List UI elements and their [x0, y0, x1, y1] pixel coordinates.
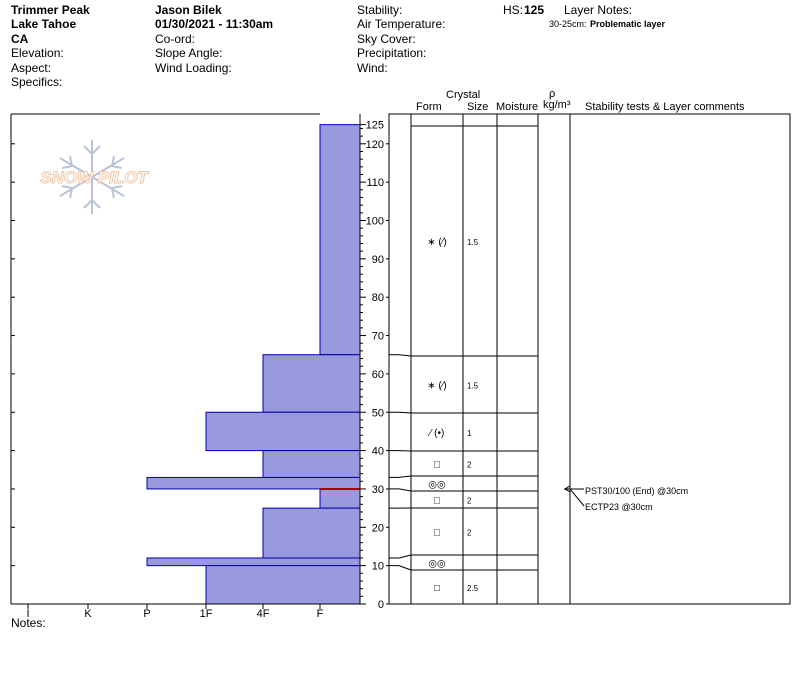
- wind-loading-label: Wind Loading:: [155, 61, 232, 75]
- area-name: Lake Tahoe: [11, 17, 77, 31]
- x-tick-label: F: [317, 608, 324, 620]
- elevation-label: Elevation:: [11, 46, 64, 60]
- crystal-size: 1.5: [467, 382, 479, 391]
- specifics-label: Specifics:: [11, 75, 63, 89]
- observation-datetime: 01/30/2021 - 11:30am: [155, 17, 274, 31]
- precipitation-label: Precipitation:: [357, 46, 427, 60]
- faceted-crystal-icon: □: [434, 528, 440, 539]
- y-tick-label: 80: [372, 292, 384, 304]
- layer-note-range: 30-25cm:: [549, 19, 587, 29]
- hs-value: 125: [524, 3, 545, 17]
- hardness-bar: [146, 476, 361, 490]
- crystal-size: 1: [467, 429, 472, 438]
- density-unit-header: kg/m³: [543, 99, 571, 111]
- x-tick-label: 1F: [200, 608, 213, 620]
- state-name: CA: [11, 32, 29, 46]
- hardness-bar: [205, 411, 361, 452]
- hardness-bar: [262, 450, 361, 478]
- x-tick-label: I: [26, 608, 29, 620]
- observer-name: Jason Bilek: [155, 3, 222, 17]
- snowpilot-logo: SNOW PILOT: [40, 168, 149, 187]
- hardness-bar: [319, 124, 361, 356]
- wind-label: Wind:: [357, 61, 388, 75]
- depth-connector: [389, 354, 412, 357]
- crystal-form-symbol: ∗ (⁄): [427, 381, 447, 392]
- hardness-bar: [262, 507, 361, 559]
- melt-forms-icon: ◎◎: [428, 559, 446, 570]
- crystal-size: 2: [467, 461, 472, 470]
- melt-forms-icon: ◎◎: [428, 480, 446, 491]
- crystal-size: 2: [467, 529, 472, 538]
- y-tick-label: 90: [372, 254, 384, 266]
- y-tick-label: 30: [372, 484, 384, 496]
- y-tick-label: 60: [372, 369, 384, 381]
- notes-label: Notes:: [11, 616, 46, 630]
- slope-angle-label: Slope Angle:: [155, 46, 223, 60]
- crystal-form-symbol: ∗ (⁄): [427, 237, 447, 248]
- arrow-head-icon: [564, 485, 571, 493]
- faceted-crystal-icon: □: [434, 583, 440, 594]
- depth-connector: [389, 565, 412, 571]
- y-tick-label: 10: [372, 561, 384, 573]
- x-tick-label: K: [84, 608, 92, 620]
- y-tick-label: 40: [372, 446, 384, 458]
- density-rho-header: ρ: [549, 88, 556, 100]
- location-name: Trimmer Peak: [11, 3, 90, 17]
- stability-test-pst: PST30/100 (End) @30cm: [585, 486, 689, 496]
- depth-connector: [389, 488, 412, 492]
- y-tick-label: 0: [378, 599, 384, 611]
- crystal-header: Crystal: [446, 89, 481, 101]
- hardness-bar: [146, 557, 361, 567]
- snowflake-icon: [59, 140, 125, 214]
- test-arrow-line: [569, 488, 585, 507]
- layer-notes-label: Layer Notes:: [564, 3, 633, 17]
- form-header: Form: [416, 101, 442, 113]
- size-header: Size: [467, 101, 489, 113]
- sky-cover-label: Sky Cover:: [357, 32, 416, 46]
- depth-connector: [389, 554, 412, 559]
- x-tick-label: P: [143, 608, 150, 620]
- crystal-form-symbol: ⁄ (•): [427, 428, 445, 439]
- crystal-size: 1.5: [467, 238, 479, 247]
- hardness-bar: [262, 354, 361, 413]
- table-frame: [388, 113, 791, 605]
- faceted-crystal-icon: □: [434, 460, 440, 471]
- stability-test-ect: ECTP23 @30cm: [585, 502, 653, 512]
- hs-label: HS:: [503, 3, 524, 17]
- moisture-header: Moisture: [496, 101, 539, 113]
- air-temperature-label: Air Temperature:: [357, 17, 446, 31]
- faceted-crystal-icon: □: [434, 496, 440, 507]
- stability-tests-header: Stability tests & Layer comments: [585, 101, 745, 113]
- coord-label: Co-ord:: [155, 32, 196, 46]
- hardness-bar: [319, 488, 361, 509]
- crystal-size: 2.5: [467, 584, 479, 593]
- x-tick-label: 4F: [257, 608, 270, 620]
- y-tick-label: 110: [366, 177, 384, 189]
- crystal-size: 2: [467, 497, 472, 506]
- y-tick-label: 100: [366, 216, 384, 228]
- depth-connector: [389, 411, 412, 414]
- aspect-label: Aspect:: [11, 61, 52, 75]
- y-tick-label: 50: [372, 407, 384, 419]
- hardness-bar: [205, 565, 361, 605]
- y-tick-label: 20: [372, 522, 384, 534]
- stability-label: Stability:: [357, 3, 403, 17]
- y-tick-label: 70: [372, 331, 384, 343]
- depth-connector: [389, 475, 412, 478]
- y-tick-label: 125: [366, 120, 384, 132]
- y-tick-label: 120: [366, 139, 384, 151]
- layer-note-text: Problematic layer: [590, 19, 666, 29]
